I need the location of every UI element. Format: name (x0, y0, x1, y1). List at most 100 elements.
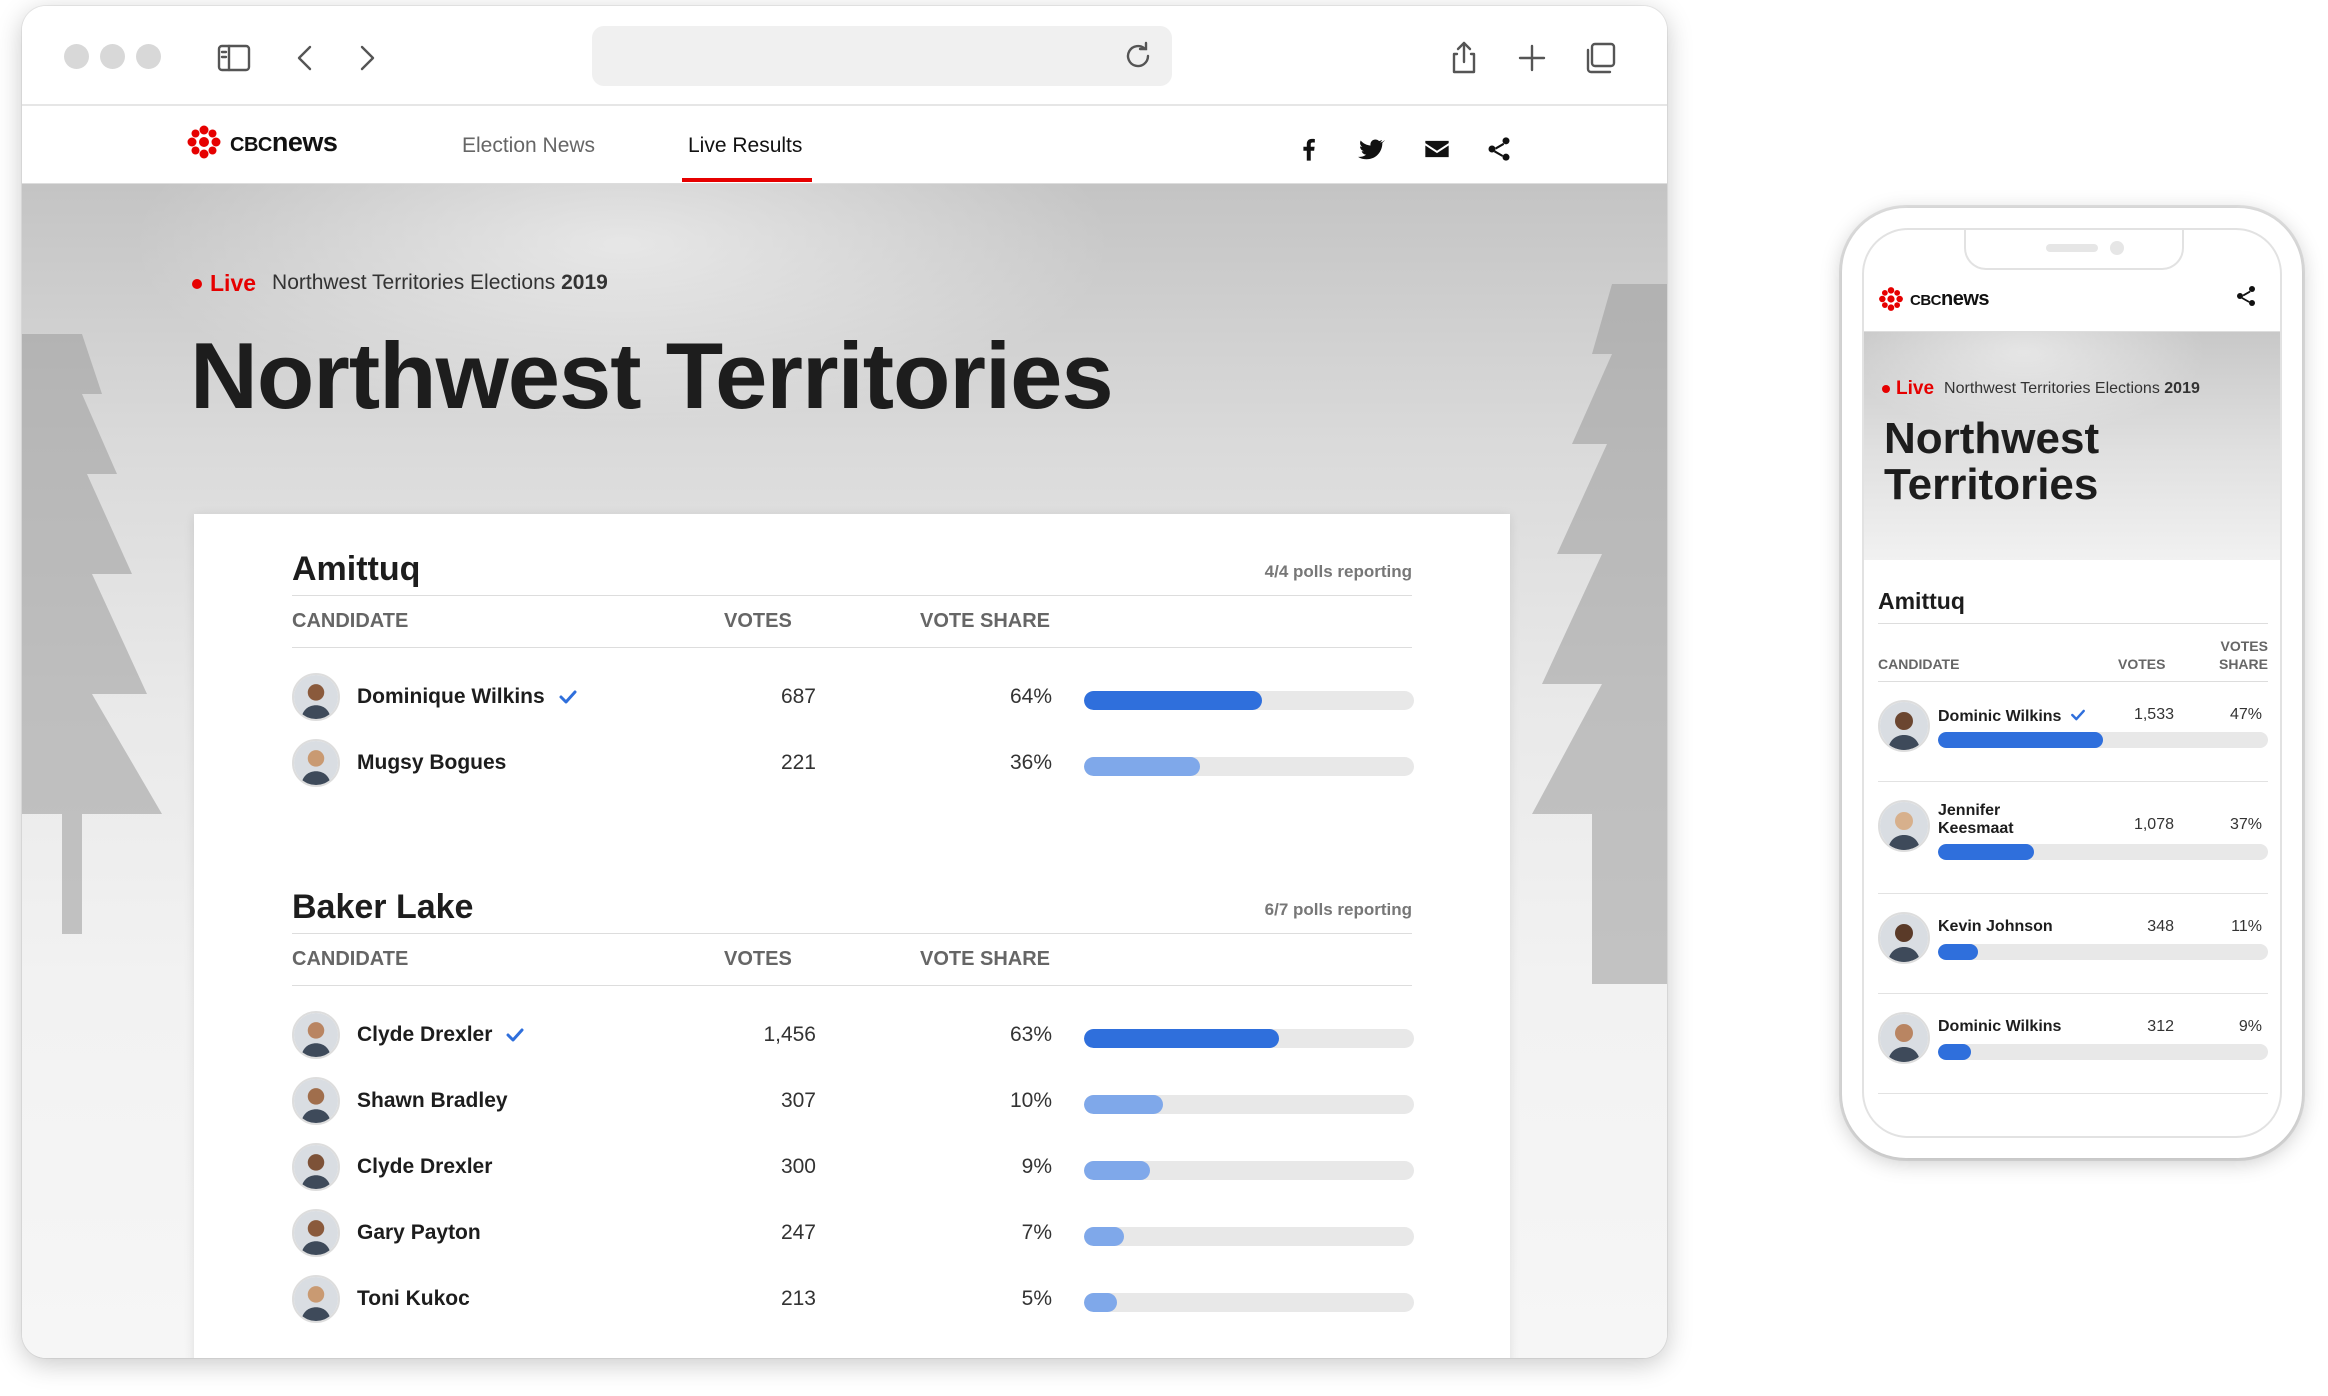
mobile-cbc-news-logo[interactable]: CBCnews (1878, 286, 1990, 312)
candidate-row[interactable]: Clyde Drexler 1,456 63% (292, 998, 1414, 1064)
district-name: Amittuq (292, 550, 421, 588)
vote-share-bar (1938, 732, 2268, 748)
candidate-row[interactable]: Dominique Wilkins 687 64% (292, 660, 1414, 726)
candidate-name: Clyde Drexler (357, 1155, 493, 1178)
event-label: Northwest Territories Elections (272, 270, 556, 294)
reload-icon[interactable] (1118, 36, 1158, 76)
candidate-name-cell: Gary Payton (357, 1221, 481, 1245)
window-close-button[interactable] (64, 44, 89, 69)
candidate-name: Mugsy Bogues (357, 751, 507, 774)
candidate-avatar (292, 739, 340, 787)
candidate-name: Toni Kukoc (357, 1287, 470, 1310)
phone-screen: CBCnews Live Northwest Territories Elect… (1862, 228, 2282, 1138)
candidate-vote-share: 36% (1009, 751, 1052, 774)
email-icon[interactable] (1420, 132, 1454, 166)
candidate-row[interactable]: Clyde Drexler 300 9% (292, 1130, 1414, 1196)
nav-live-results-label: Live Results (688, 134, 803, 157)
candidate-name-cell: Toni Kukoc (357, 1287, 470, 1311)
candidate-avatar (1878, 800, 1930, 852)
polls-reporting: 6/7 polls reporting (1264, 900, 1412, 919)
candidate-name: Dominique Wilkins (357, 685, 545, 708)
vote-share-bar (1084, 1227, 1414, 1246)
candidate-votes: 247 (780, 1221, 816, 1244)
candidate-votes: 1,533 (2133, 706, 2174, 723)
twitter-icon[interactable] (1354, 132, 1388, 166)
candidate-name: Jennifer Keesmaat (1938, 802, 2014, 837)
address-bar[interactable] (592, 26, 1172, 86)
mobile-hero-kicker: Live Northwest Territories Elections 201… (1882, 378, 2200, 400)
vote-share-bar-fill (1084, 691, 1263, 710)
candidate-row[interactable]: Shawn Bradley 307 10% (292, 1064, 1414, 1130)
candidate-name: Dominic Wilkins (1938, 1018, 2062, 1035)
mobile-page-title: Northwest Territories (1884, 416, 2099, 508)
vote-share-bar-fill (1084, 1293, 1117, 1312)
vote-share-bar (1938, 844, 2268, 860)
browser-window: CBCnews Election News Live Results Live … (22, 6, 1667, 1358)
candidate-avatar (1878, 700, 1930, 752)
facebook-icon[interactable] (1292, 132, 1326, 166)
candidate-votes: 312 (2147, 1018, 2174, 1035)
nav-election-news[interactable]: Election News (462, 134, 596, 157)
window-minimize-button[interactable] (100, 44, 125, 69)
candidate-vote-share: 64% (1009, 685, 1052, 708)
back-icon[interactable] (284, 36, 328, 80)
cbc-news-logo[interactable]: CBCnews (186, 124, 338, 160)
mobile-candidate-row[interactable]: Jennifer Keesmaat 1,078 37% (1878, 782, 2268, 894)
candidate-vote-share: 10% (1009, 1089, 1052, 1112)
candidate-votes: 1,078 (2133, 816, 2174, 833)
mobile-candidate-row[interactable]: Dominic Wilkins 312 9% (1878, 994, 2268, 1094)
candidate-votes: 1,456 (763, 1023, 816, 1046)
col-vote-share: VOTE SHARE (920, 610, 1051, 632)
event-year: 2019 (561, 270, 608, 294)
candidate-votes: 213 (780, 1287, 816, 1310)
vote-share-bar-fill (1084, 1227, 1124, 1246)
candidate-vote-share: 37% (2229, 816, 2262, 833)
window-zoom-button[interactable] (136, 44, 161, 69)
vote-share-bar-fill (1938, 732, 2103, 748)
vote-share-bar-fill (1084, 757, 1200, 776)
forward-icon[interactable] (344, 36, 388, 80)
mobile-site-header: CBCnews (1864, 270, 2280, 332)
candidate-votes: 221 (780, 751, 816, 774)
nav-live-results[interactable]: Live Results (682, 134, 813, 182)
mobile-candidate-row[interactable]: Dominic Wilkins 1,533 47% (1878, 682, 2268, 782)
mobile-col-share-line2: SHARE (2218, 656, 2268, 672)
tabs-overview-icon[interactable] (1578, 36, 1622, 80)
column-headers: CANDIDATE VOTES VOTE SHARE (292, 596, 1412, 648)
candidate-name-cell: Dominic Wilkins (1938, 706, 2108, 728)
mobile-col-candidate: CANDIDATE (1878, 656, 1960, 672)
candidate-row[interactable]: Mugsy Bogues 221 36% (292, 726, 1414, 792)
candidate-name-cell: Dominic Wilkins (1938, 1018, 2108, 1036)
candidate-vote-share: 9% (2238, 1018, 2262, 1035)
vote-share-bar (1084, 691, 1414, 710)
sidebar-toggle-icon[interactable] (212, 36, 256, 80)
district-header: Amittuq 4/4 polls reporting (292, 546, 1412, 596)
event-year: 2019 (2164, 380, 2200, 397)
vote-share-bar-fill (1938, 944, 1978, 960)
mobile-share-icon[interactable] (2234, 284, 2262, 312)
candidate-vote-share: 47% (2229, 706, 2262, 723)
candidate-name-cell: Mugsy Bogues (357, 751, 506, 775)
district-results: Amittuq 4/4 polls reporting CANDIDATE VOTES… (292, 546, 1414, 792)
phone-mockup: CBCnews Live Northwest Territories Elect… (1842, 208, 2302, 1158)
mobile-col-votes: VOTES (2118, 656, 2166, 672)
live-indicator: Live (192, 270, 256, 297)
new-tab-icon[interactable] (1510, 36, 1554, 80)
site-header: CBCnews Election News Live Results (22, 106, 1667, 184)
hero-kicker: Live Northwest Territories Elections 201… (192, 270, 608, 297)
live-label: Live (210, 270, 257, 296)
mobile-candidate-row[interactable]: Kevin Johnson 348 11% (1878, 894, 2268, 994)
vote-share-bar (1084, 1161, 1414, 1180)
candidate-name-cell: Kevin Johnson (1938, 918, 2108, 936)
share-icon[interactable] (1482, 132, 1516, 166)
share-sheet-icon[interactable] (1442, 36, 1486, 80)
mobile-column-headers: CANDIDATE VOTES VOTES SHARE (1878, 624, 2268, 682)
mobile-hero-banner: Live Northwest Territories Elections 201… (1864, 332, 2280, 560)
candidate-row[interactable]: Gary Payton 247 7% (292, 1196, 1414, 1262)
live-label: Live (1896, 378, 1935, 399)
mobile-title-line-1: Northwest (1884, 414, 2100, 463)
polls-reporting: 4/4 polls reporting (1264, 562, 1412, 581)
candidate-row[interactable]: Toni Kukoc 213 5% (292, 1262, 1414, 1328)
logo-news-text: news (271, 126, 338, 157)
column-headers: CANDIDATE VOTES VOTE SHARE (292, 934, 1412, 986)
